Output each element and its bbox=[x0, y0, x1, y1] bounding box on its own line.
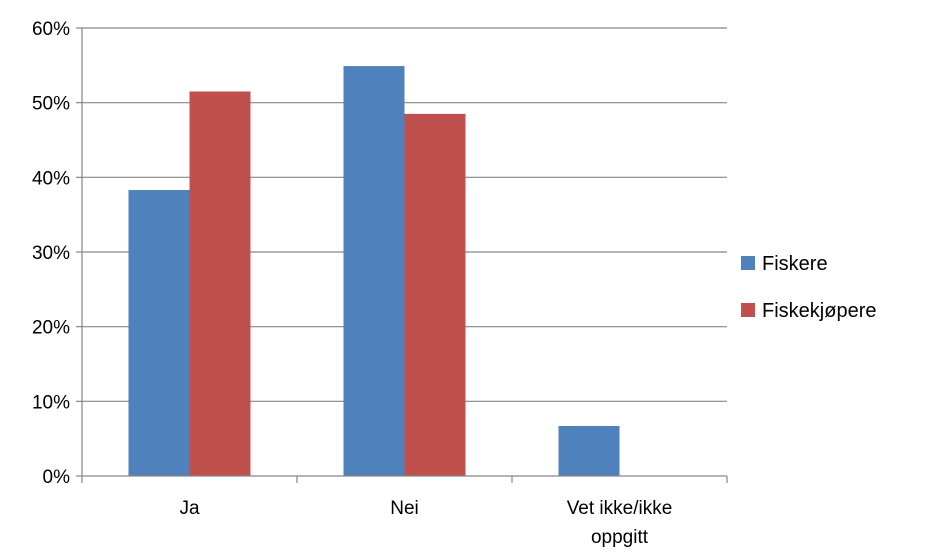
legend-label: Fiskekjøpere bbox=[762, 300, 876, 322]
bar-fiskere-1 bbox=[343, 66, 405, 476]
y-tick-label: 50% bbox=[32, 94, 70, 115]
legend-swatch bbox=[741, 256, 755, 270]
bars bbox=[128, 66, 620, 476]
y-tick-label: 10% bbox=[32, 392, 70, 413]
bar-fiskekj-pere-1 bbox=[404, 113, 466, 476]
y-tick-label: 60% bbox=[32, 19, 70, 40]
x-tick-label: Vet ikke/ikke oppgitt bbox=[567, 498, 673, 548]
y-tick-label: 40% bbox=[32, 168, 70, 189]
y-axis-tick-labels: 0% 10% 20% 30% 40% 50% 60% bbox=[32, 19, 70, 488]
x-tick-label: Nei bbox=[390, 498, 419, 519]
bar-fiskere-0 bbox=[128, 190, 190, 476]
legend: Fiskere Fiskekjøpere bbox=[741, 253, 876, 322]
y-tick-label: 20% bbox=[32, 318, 70, 339]
x-tick-label: Ja bbox=[179, 498, 200, 519]
y-tick-label: 30% bbox=[32, 243, 70, 264]
bar-fiskere-2 bbox=[558, 425, 620, 476]
axes bbox=[76, 27, 728, 483]
y-tick-label: 0% bbox=[43, 467, 71, 488]
x-axis-tick-labels: Ja Nei Vet ikke/ikke oppgitt bbox=[179, 498, 672, 548]
legend-swatch bbox=[741, 303, 755, 317]
legend-label: Fiskere bbox=[762, 253, 828, 275]
bar-fiskekj-pere-0 bbox=[189, 91, 251, 476]
